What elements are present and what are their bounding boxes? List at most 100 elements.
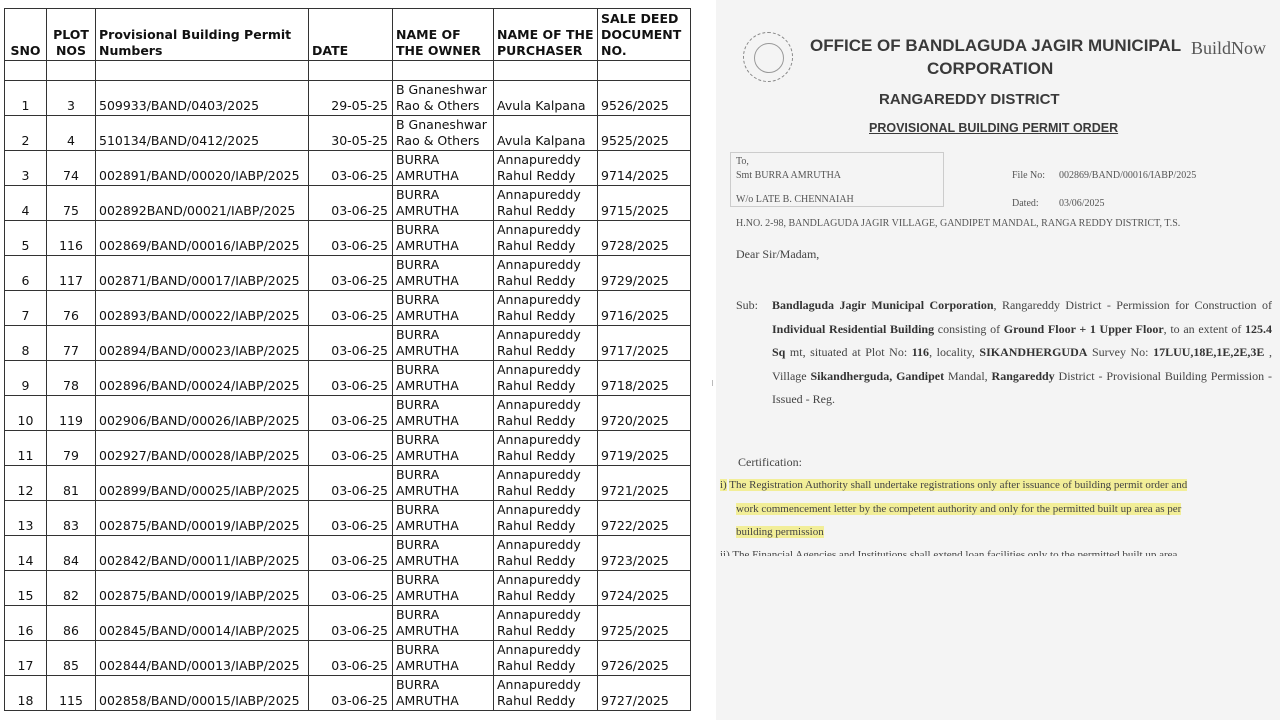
sno-cell: 5 (4, 220, 47, 256)
purchaser-cell: Annapureddy Rahul Reddy (493, 675, 598, 711)
table-row: 4 75 002892BAND/00021/IABP/2025 03-06-25 BUR… (4, 185, 691, 221)
permit-number-cell: 002891/BAND/00020/IABP/2025 (95, 150, 309, 186)
owner-cell: B Gnaneshwar Rao & Others (392, 80, 494, 116)
sno-cell: 10 (4, 395, 47, 431)
plot-no-cell: 79 (46, 430, 96, 466)
owner-cell: BURRA AMRUTHA (392, 395, 494, 431)
date-cell: 03-06-25 (308, 325, 393, 361)
sale-deed-cell: 9724/2025 (597, 570, 691, 606)
sale-deed-cell: 9715/2025 (597, 185, 691, 221)
table-row: 13 83 002875/BAND/00019/IABP/2025 03-06-25 B… (4, 500, 691, 536)
plot-no-cell: 115 (46, 675, 96, 711)
district-title: RANGAREDDY DISTRICT (879, 91, 1060, 108)
sno-cell: 4 (4, 185, 47, 221)
to-label: To, (736, 156, 749, 167)
salutation: Dear Sir/Madam, (736, 247, 820, 261)
sale-deed-cell: 9716/2025 (597, 290, 691, 326)
empty-row (4, 60, 691, 81)
sale-deed-cell: 9721/2025 (597, 465, 691, 501)
certification-item-1: i) The Registration Authority shall unde… (720, 479, 1188, 538)
date-cell: 29-05-25 (308, 80, 393, 116)
permit-order-scan: OFFICE OF BANDLAGUDA JAGIR MUNICIPAL COR… (716, 0, 1280, 720)
purchaser-cell: Annapureddy Rahul Reddy (493, 570, 598, 606)
purchaser-cell: Annapureddy Rahul Reddy (493, 535, 598, 571)
permit-number-cell: 002875/BAND/00019/IABP/2025 (95, 500, 309, 536)
table-header-row: SNO PLOT NOS Provisional Building Permit N… (4, 8, 691, 61)
purchaser-cell: Annapureddy Rahul Reddy (493, 605, 598, 641)
sale-deed-cell: 9729/2025 (597, 255, 691, 291)
plot-no-cell: 85 (46, 640, 96, 676)
sale-deed-cell: 9718/2025 (597, 360, 691, 396)
plot-no-cell: 119 (46, 395, 96, 431)
sale-deed-cell: 9726/2025 (597, 640, 691, 676)
date-cell: 03-06-25 (308, 535, 393, 571)
column-header: Provisional Building Permit Numbers (95, 8, 309, 61)
column-header: NAME OF THE PURCHASER (493, 8, 598, 61)
permit-number-cell: 002896/BAND/00024/IABP/2025 (95, 360, 309, 396)
table-row: 18 115 002858/BAND/00015/IABP/2025 03-06-25… (4, 675, 691, 711)
permit-number-cell: 509933/BAND/0403/2025 (95, 80, 309, 116)
date-cell: 03-06-25 (308, 570, 393, 606)
plot-no-cell: 77 (46, 325, 96, 361)
owner-cell: BURRA AMRUTHA (392, 185, 494, 221)
column-header: SNO (4, 8, 47, 61)
date-cell: 03-06-25 (308, 290, 393, 326)
table-row: 2 4 510134/BAND/0412/2025 30-05-25 B Gnanesh… (4, 115, 691, 151)
table-row: 16 86 002845/BAND/00014/IABP/2025 03-06-25 B… (4, 605, 691, 641)
permit-number-cell: 002906/BAND/00026/IABP/2025 (95, 395, 309, 431)
sno-cell: 18 (4, 675, 47, 711)
table-row: 3 74 002891/BAND/00020/IABP/2025 03-06-25 BU… (4, 150, 691, 186)
date-cell: 03-06-25 (308, 150, 393, 186)
sno-cell: 14 (4, 535, 47, 571)
plot-no-cell: 116 (46, 220, 96, 256)
purchaser-cell: Annapureddy Rahul Reddy (493, 325, 598, 361)
plot-no-cell: 82 (46, 570, 96, 606)
sale-deed-cell: 9723/2025 (597, 535, 691, 571)
owner-cell: BURRA AMRUTHA (392, 465, 494, 501)
date-cell: 03-06-25 (308, 220, 393, 256)
table-row: 14 84 002842/BAND/00011/IABP/2025 03-06-25 B… (4, 535, 691, 571)
date-cell: 03-06-25 (308, 500, 393, 536)
purchaser-cell: Annapureddy Rahul Reddy (493, 360, 598, 396)
dated-label: Dated: (1012, 198, 1039, 209)
sno-cell: 8 (4, 325, 47, 361)
permit-number-cell: 002842/BAND/00011/IABP/2025 (95, 535, 309, 571)
table-row: 9 78 002896/BAND/00024/IABP/2025 03-06-25 BU… (4, 360, 691, 396)
permit-number-cell: 002844/BAND/00013/IABP/2025 (95, 640, 309, 676)
owner-cell: BURRA AMRUTHA (392, 605, 494, 641)
subject-label: Sub: (736, 298, 759, 312)
owner-cell: BURRA AMRUTHA (392, 290, 494, 326)
table-row: 5 116 002869/BAND/00016/IABP/2025 03-06-25 B… (4, 220, 691, 256)
purchaser-cell: Annapureddy Rahul Reddy (493, 185, 598, 221)
sale-deed-cell: 9728/2025 (597, 220, 691, 256)
date-cell: 03-06-25 (308, 675, 393, 711)
purchaser-cell: Annapureddy Rahul Reddy (493, 430, 598, 466)
permit-number-cell: 002875/BAND/00019/IABP/2025 (95, 570, 309, 606)
column-header: PLOT NOS (46, 8, 96, 61)
plot-no-cell: 74 (46, 150, 96, 186)
table-row: 1 3 509933/BAND/0403/2025 29-05-25 B Gnanesh… (4, 80, 691, 116)
office-title-line2: CORPORATION (927, 59, 1054, 78)
purchaser-cell: Annapureddy Rahul Reddy (493, 395, 598, 431)
sale-deed-cell: 9725/2025 (597, 605, 691, 641)
sno-cell: 9 (4, 360, 47, 396)
column-header: NAME OF THE OWNER (392, 8, 494, 61)
permit-number-cell: 002893/BAND/00022/IABP/2025 (95, 290, 309, 326)
sale-deed-cell: 9525/2025 (597, 115, 691, 151)
sno-cell: 1 (4, 80, 47, 116)
permit-number-cell: 002869/BAND/00016/IABP/2025 (95, 220, 309, 256)
plot-no-cell: 84 (46, 535, 96, 571)
table-row: 7 76 002893/BAND/00022/IABP/2025 03-06-25 BU… (4, 290, 691, 326)
purchaser-cell: Annapureddy Rahul Reddy (493, 500, 598, 536)
sale-deed-cell: 9727/2025 (597, 675, 691, 711)
date-cell: 30-05-25 (308, 115, 393, 151)
purchaser-cell: Avula Kalpana (493, 115, 598, 151)
owner-cell: BURRA AMRUTHA (392, 220, 494, 256)
purchaser-cell: Annapureddy Rahul Reddy (493, 220, 598, 256)
addressee-address: H.NO. 2-98, BANDLAGUDA JAGIR VILLAGE, GA… (736, 218, 1181, 229)
sno-cell: 17 (4, 640, 47, 676)
plot-no-cell: 81 (46, 465, 96, 501)
addressee-relation: W/o LATE B. CHENNAIAH (736, 194, 854, 205)
plot-no-cell: 117 (46, 255, 96, 291)
plot-no-cell: 75 (46, 185, 96, 221)
